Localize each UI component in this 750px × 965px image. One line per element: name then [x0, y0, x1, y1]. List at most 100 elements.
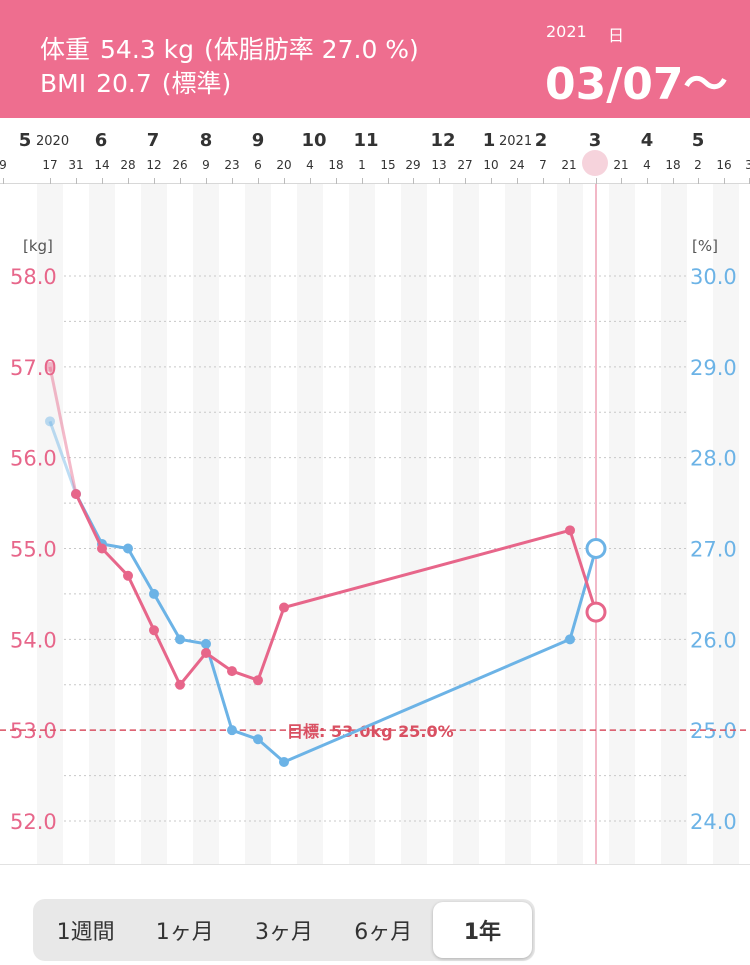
timeline-day[interactable]: 13 [431, 158, 447, 172]
timeline-day[interactable]: 27 [457, 158, 473, 172]
timeline-day[interactable]: 14 [94, 158, 110, 172]
timeline-day[interactable]: 16 [716, 158, 732, 172]
timeline-day[interactable]: 21 [561, 158, 577, 172]
timeline-day[interactable]: 17 [42, 158, 58, 172]
weight-label: 体重 [40, 35, 91, 64]
timeline-month[interactable]: 8 [199, 130, 213, 151]
timeline-day[interactable]: 4 [306, 158, 314, 172]
bodyfat-point [565, 634, 575, 645]
timeline-day[interactable]: 7 [539, 158, 547, 172]
timeline-day[interactable]: 21 [613, 158, 629, 172]
range-option-2[interactable]: 1ヶ月 [155, 920, 214, 945]
timeline-day[interactable]: 9 [202, 158, 210, 172]
weight-point [253, 675, 263, 686]
timeline-month[interactable]: 10 [301, 130, 327, 151]
weight-point [279, 602, 289, 613]
range-option-3[interactable]: 3ヶ月 [255, 920, 313, 945]
range-option-5[interactable]: 1年 [432, 902, 533, 958]
selected-date: 03/07〜 [545, 59, 728, 110]
background-stripe [661, 184, 687, 864]
left-axis-tick-label: 54.0 [10, 628, 57, 652]
range-option-1[interactable]: 1週間 [56, 920, 115, 945]
timeline-tick [3, 178, 4, 184]
timeline-month[interactable]: 1 [482, 130, 496, 151]
bmi-summary: BMI 20.7 (標準) [40, 64, 241, 100]
timeline-tick [336, 178, 337, 184]
background-stripe [401, 184, 427, 864]
timeline-day[interactable]: 24 [509, 158, 525, 172]
timeline-day[interactable]: 18 [328, 158, 344, 172]
timeline-day[interactable]: 31 [68, 158, 84, 172]
selected-day-highlight [582, 150, 608, 176]
timeline-day[interactable]: 15 [380, 158, 396, 172]
background-stripe [349, 184, 375, 864]
right-axis-tick-label: 27.0 [690, 538, 737, 562]
timeline-day[interactable]: 20 [276, 158, 292, 172]
timeline-month[interactable]: 11 [353, 130, 379, 151]
timeline-day[interactable]: 1 [358, 158, 366, 172]
range-selector[interactable]: 1週間 1ヶ月 3ヶ月 6ヶ月 1年 [33, 899, 535, 961]
timeline-day[interactable]: 9 [0, 158, 7, 172]
left-axis-unit: [kg] [23, 237, 53, 255]
weight-summary: 体重 54.3 kg (体脂肪率 27.0 %) [40, 30, 429, 66]
background-stripe [297, 184, 323, 864]
timeline-day[interactable]: 4 [643, 158, 651, 172]
timeline-tick [50, 178, 51, 184]
timeline-day[interactable]: 2 [694, 158, 702, 172]
left-axis-tick-label: 58.0 [10, 265, 57, 289]
bodyfat-point [227, 725, 237, 736]
right-axis-tick-label: 30.0 [690, 265, 737, 289]
timeline-day[interactable]: 10 [483, 158, 499, 172]
range-option-4[interactable]: 6ヶ月 [354, 920, 413, 945]
timeline-month[interactable]: 2 [534, 130, 548, 151]
background-stripe [245, 184, 271, 864]
date-timeline[interactable]: 5 6 7 8 9 10 11 12 1 2 3 4 5 2020 2021 9 17 31 14 28 12 26 9 23… [0, 118, 750, 184]
timeline-tick [543, 178, 544, 184]
background-stripe [713, 184, 739, 864]
right-axis-tick-label: 29.0 [690, 356, 737, 380]
timeline-day[interactable]: 3 [745, 158, 750, 172]
timeline-tick [206, 178, 207, 184]
timeline-month[interactable]: 7 [146, 130, 160, 151]
timeline-tick [154, 178, 155, 184]
timeline-day[interactable]: 12 [146, 158, 162, 172]
bodyfat-line [48, 420, 78, 495]
timeline-day[interactable]: 23 [224, 158, 240, 172]
day-unit: 日 [608, 26, 625, 45]
timeline-day[interactable]: 28 [120, 158, 136, 172]
weight-value: 54.3 kg [100, 35, 194, 64]
timeline-month[interactable]: 3 [588, 130, 602, 151]
left-axis-tick-label: 55.0 [10, 538, 57, 562]
timeline-day[interactable]: 29 [405, 158, 421, 172]
timeline-day[interactable]: 6 [254, 158, 262, 172]
timeline-month[interactable]: 12 [430, 130, 456, 151]
timeline-tick [362, 178, 363, 184]
timeline-month[interactable]: 6 [94, 130, 108, 151]
timeline-day[interactable]: 26 [172, 158, 188, 172]
timeline-tick [388, 178, 389, 184]
timeline-tick [698, 178, 699, 184]
timeline-tick [517, 178, 518, 184]
timeline-month[interactable]: 5 [691, 130, 705, 151]
timeline-tick [310, 178, 311, 184]
timeline-month[interactable]: 4 [640, 130, 654, 151]
timeline-tick [284, 178, 285, 184]
bodyfat-point [175, 634, 185, 645]
weight-line [48, 366, 78, 495]
timeline-month[interactable]: 9 [251, 130, 265, 151]
weight-point [201, 647, 211, 658]
timeline-tick [647, 178, 648, 184]
bodyfat-point [253, 734, 263, 745]
background-stripe [141, 184, 167, 864]
timeline-tick [180, 178, 181, 184]
timeline-tick [491, 178, 492, 184]
timeline-day[interactable]: 18 [665, 158, 681, 172]
timeline-tick [128, 178, 129, 184]
timeline-tick [258, 178, 259, 184]
weight-first-point [45, 361, 55, 372]
timeline-month[interactable]: 5 [18, 130, 32, 151]
weight-bodyfat-chart[interactable]: 52.0 53.0 54.0 55.0 56.0 57.0 58.0 24.0 25.0 26.0… [0, 184, 750, 864]
selected-year: 2021 [546, 22, 587, 41]
timeline-tick [76, 178, 77, 184]
background-stripe [37, 184, 63, 864]
